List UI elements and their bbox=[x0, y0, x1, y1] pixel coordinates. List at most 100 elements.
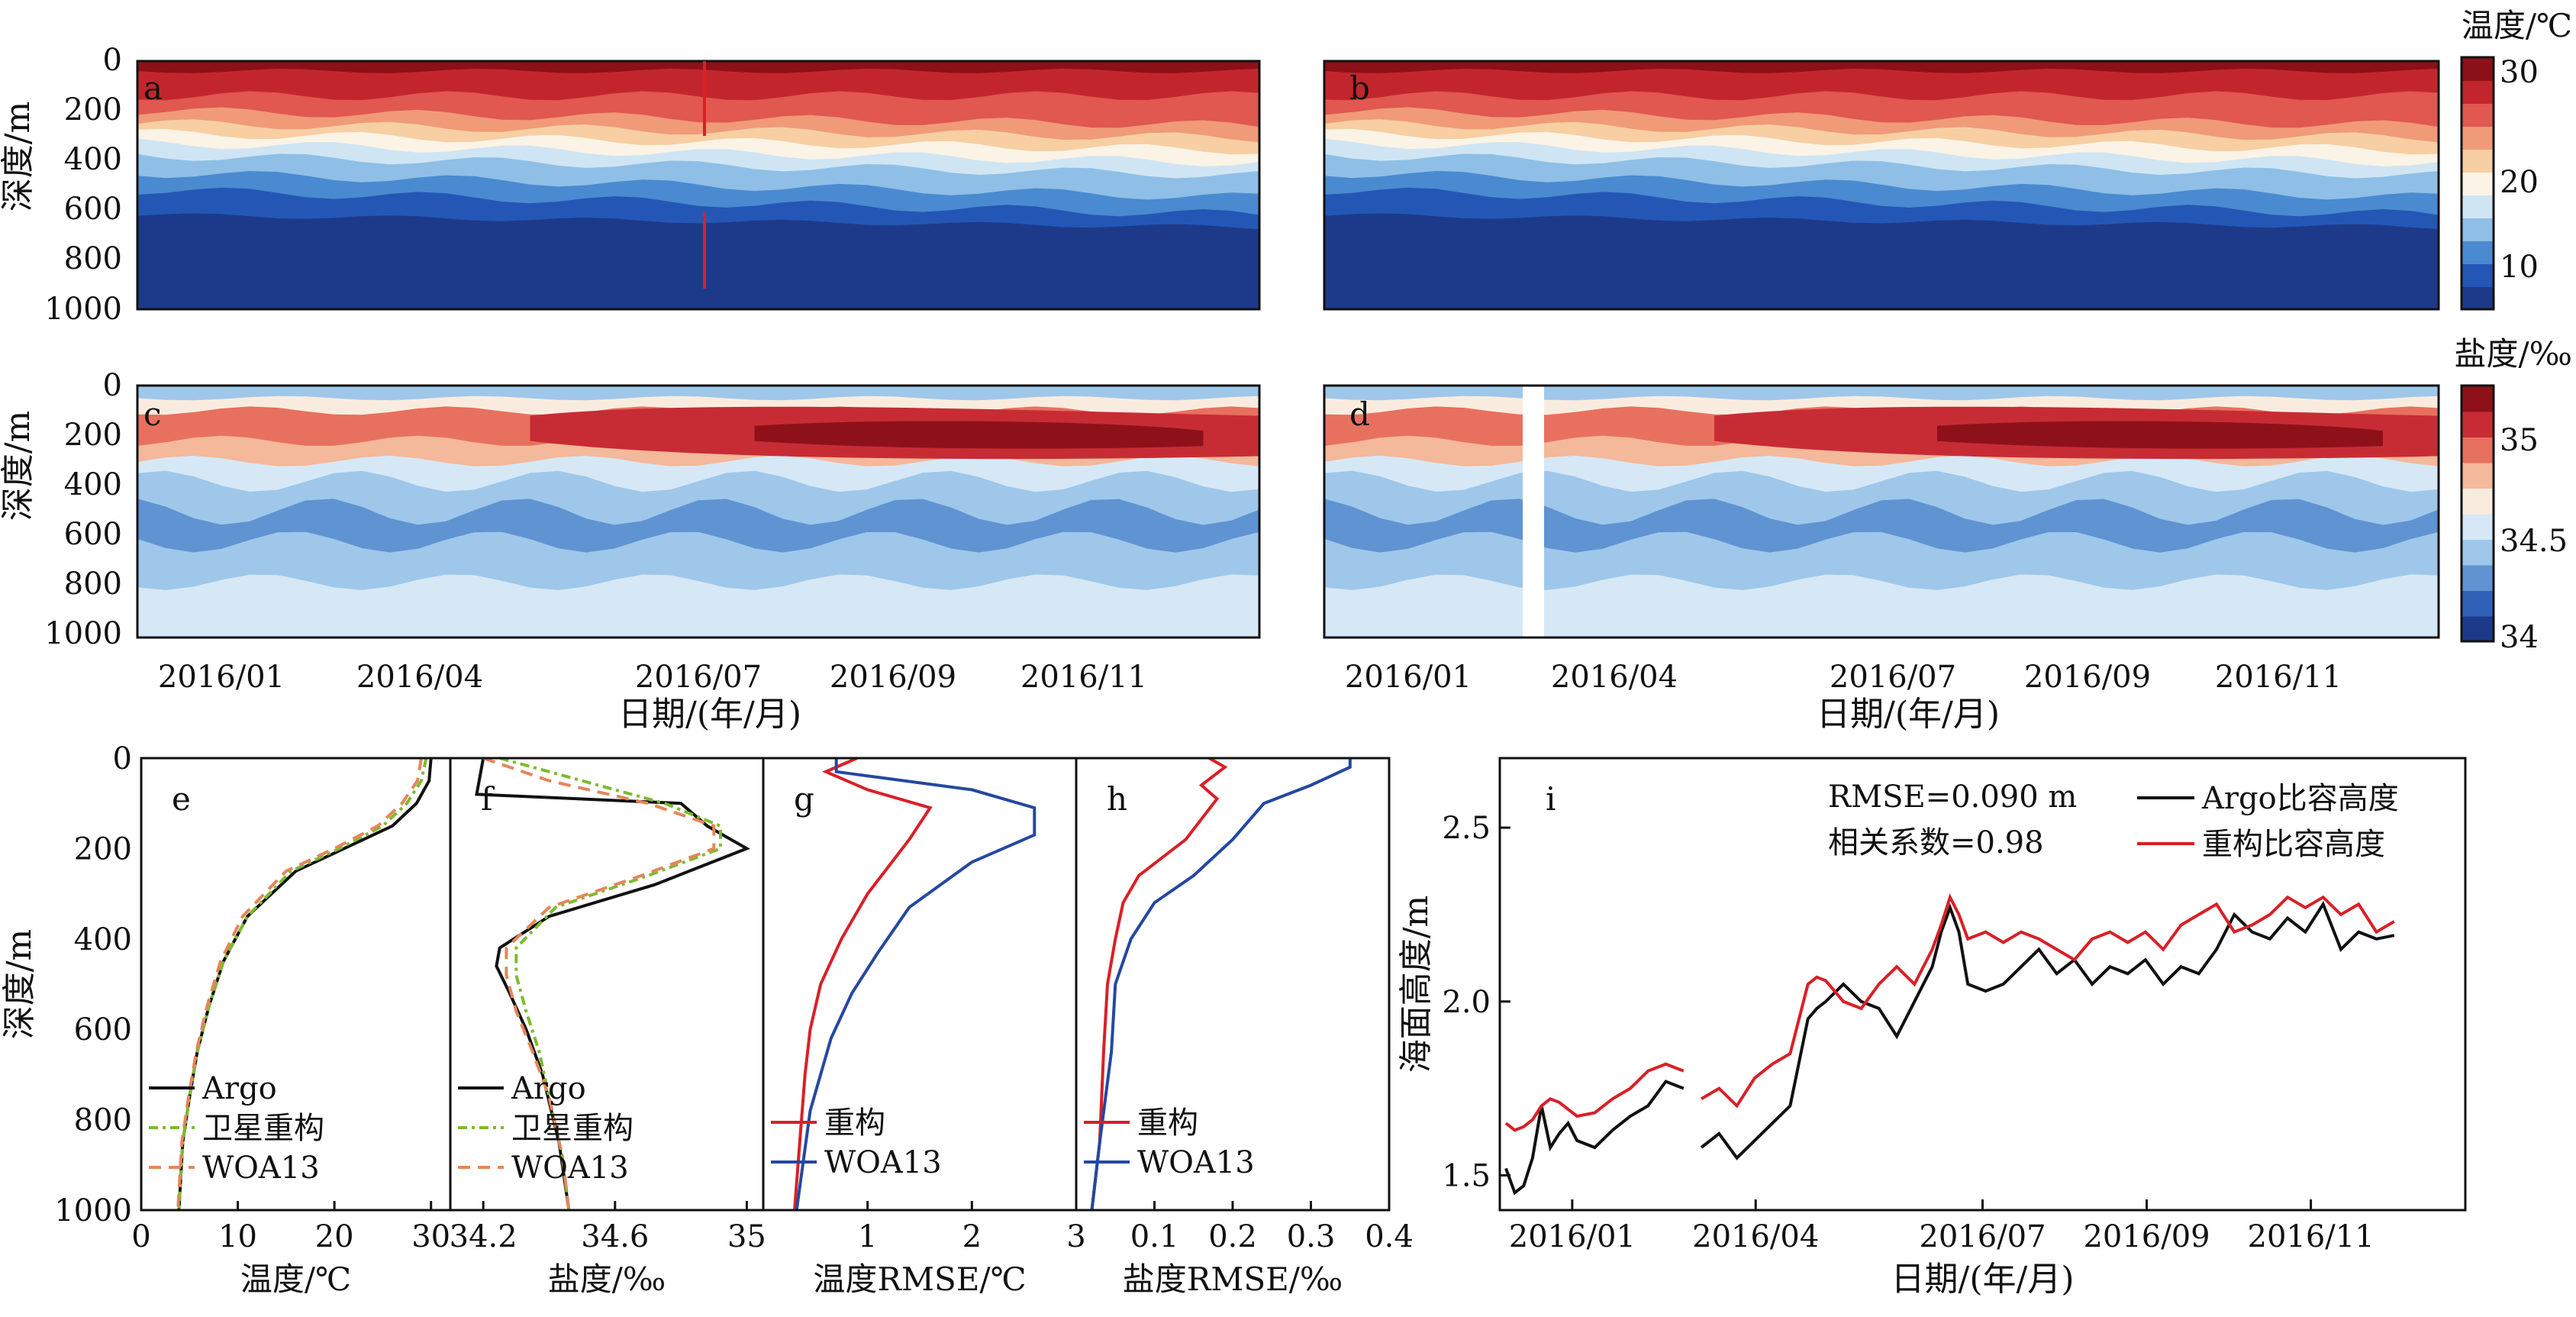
panel-h-legend-label-0: 重构 bbox=[1137, 1106, 1198, 1141]
panel-i-ylabel: 海面高度/m bbox=[1397, 896, 1436, 1073]
cbar-temp-seg-0 bbox=[2462, 286, 2494, 310]
panel-e-legend-label-2: WOA13 bbox=[202, 1151, 320, 1186]
xtick-d-1: 2016/04 bbox=[1551, 660, 1678, 695]
ytick-a-400: 400 bbox=[64, 142, 122, 177]
panel-i-plot-bg bbox=[1500, 758, 2465, 1210]
ytick-a-800: 800 bbox=[64, 241, 122, 276]
xtick-c-4: 2016/11 bbox=[1020, 660, 1147, 695]
panel-h-xtick-1: 0.2 bbox=[1208, 1219, 1257, 1254]
xtick-d-3: 2016/09 bbox=[2024, 660, 2151, 695]
panel-h-plot-bg bbox=[1076, 758, 1389, 1210]
panel-f-legend-label-0: Argo bbox=[511, 1071, 586, 1106]
cbar-salt-seg-0 bbox=[2462, 615, 2494, 642]
panel-e-xlabel: 温度/℃ bbox=[240, 1261, 351, 1298]
panel-i-annotation-1: 相关系数=0.98 bbox=[1828, 825, 2044, 860]
salt-cbar-tick-34.5: 34.5 bbox=[2500, 524, 2568, 559]
xtick-d-0: 2016/01 bbox=[1345, 660, 1472, 695]
cbar-temp-seg-1 bbox=[2462, 263, 2494, 287]
panel-i-xtick-4: 2016/11 bbox=[2248, 1219, 2374, 1254]
temperature-colorbar bbox=[2460, 56, 2495, 311]
panel-b-temperature-recon bbox=[1323, 60, 2440, 311]
xtick-d-4: 2016/11 bbox=[2215, 660, 2342, 695]
panel-e-xtick-3: 30 bbox=[411, 1219, 450, 1254]
panel-g-temperature-rmse: 1 2 3 温度RMSE/℃ g 重构 WOA13 bbox=[762, 757, 1086, 1298]
panel-i-series-1 bbox=[1504, 893, 2395, 1132]
panel-g-xtick-1: 2 bbox=[962, 1219, 982, 1254]
panel-g-legend-label-1: WOA13 bbox=[824, 1145, 942, 1180]
temp-cbar-tick-20: 20 bbox=[2500, 165, 2539, 200]
ylabel-top: 深度/m bbox=[0, 102, 37, 212]
panel-e-ytick-5: 1000 bbox=[54, 1193, 132, 1228]
xlabel-left: 日期/(年/月) bbox=[618, 695, 801, 734]
panel-d-band-7 bbox=[1324, 574, 2439, 638]
salinity-colorbar bbox=[2460, 384, 2495, 643]
panel-f-plot-bg bbox=[450, 758, 763, 1210]
panel-i-xtick-3: 2016/09 bbox=[2083, 1219, 2210, 1254]
panel-i-legend-label-0: Argo比容高度 bbox=[2201, 781, 2399, 816]
salt-cbar-tick-34: 34 bbox=[2500, 620, 2539, 655]
panel-e-ytick-1: 200 bbox=[74, 831, 132, 867]
panel-i-annotation-0: RMSE=0.090 m bbox=[1828, 780, 2077, 815]
panel-label-d: d bbox=[1349, 395, 1370, 433]
panel-label-a: a bbox=[143, 69, 163, 107]
panel-i-series-0 bbox=[1504, 900, 2395, 1196]
panel-h-xtick-0: 0.1 bbox=[1130, 1219, 1179, 1254]
panel-e-series-2 bbox=[176, 757, 423, 1211]
panel-i-xlabel: 日期/(年/月) bbox=[1891, 1260, 2075, 1299]
panel-a-temperature-argo bbox=[136, 60, 1261, 311]
panel-d-core-dark bbox=[1937, 421, 2383, 449]
ytick-c-1000: 1000 bbox=[44, 616, 122, 651]
salt-cbar-title: 盐度/‰ bbox=[2454, 335, 2572, 373]
temp-cbar-tick-10: 10 bbox=[2500, 250, 2539, 285]
cbar-salt-seg-9 bbox=[2462, 386, 2494, 412]
panel-f-legend-label-1: 卫星重构 bbox=[511, 1111, 634, 1146]
panel-h-xlabel: 盐度RMSE/‰ bbox=[1123, 1261, 1343, 1298]
panel-f-xlabel: 盐度/‰ bbox=[548, 1261, 666, 1298]
cbar-salt-seg-4 bbox=[2462, 513, 2494, 540]
panel-e-ytick-3: 600 bbox=[74, 1012, 132, 1047]
panel-g-panel-label: g bbox=[794, 780, 814, 818]
xtick-d-2: 2016/07 bbox=[1830, 660, 1956, 695]
panel-i-ytick-1: 2.0 bbox=[1442, 985, 1491, 1020]
panel-a-band-9 bbox=[137, 213, 1259, 309]
cbar-salt-seg-1 bbox=[2462, 590, 2494, 617]
panel-f-series-2 bbox=[482, 757, 716, 1211]
panel-f-legend-label-2: WOA13 bbox=[511, 1151, 629, 1186]
panel-h-series-0 bbox=[1090, 757, 1228, 1211]
panel-c-frame bbox=[136, 384, 1261, 639]
panel-e-legend-label-0: Argo bbox=[202, 1071, 277, 1106]
panel-f-xtick-0: 34.2 bbox=[450, 1219, 517, 1254]
panel-c-core-dark bbox=[754, 421, 1204, 449]
panel-e-series-1 bbox=[177, 757, 428, 1211]
cbar-temp-seg-4 bbox=[2462, 195, 2494, 218]
panel-i-ytick-0: 1.5 bbox=[1442, 1158, 1491, 1193]
panel-h-panel-label: h bbox=[1107, 780, 1127, 818]
temp-cbar-tick-30: 30 bbox=[2500, 55, 2539, 90]
panel-e-xtick-1: 10 bbox=[218, 1219, 257, 1254]
xtick-c-3: 2016/09 bbox=[830, 660, 956, 695]
xtick-c-2: 2016/07 bbox=[635, 660, 762, 695]
cbar-temp-seg-10 bbox=[2462, 57, 2494, 81]
cbar-temp-seg-5 bbox=[2462, 172, 2494, 195]
cbar-temp-seg-7 bbox=[2462, 126, 2494, 150]
panel-g-plot-bg bbox=[763, 758, 1076, 1210]
panel-e-temperature-profile: 0 10 20 30 温度/℃ 0 200 400 600 800 1000 深度/m e Argo 卫星重… bbox=[0, 741, 452, 1298]
panel-e-ytick-4: 800 bbox=[74, 1103, 132, 1138]
cbar-salt-seg-6 bbox=[2462, 462, 2494, 489]
panel-h-xtick-2: 0.3 bbox=[1287, 1219, 1336, 1254]
panel-i-xtick-1: 2016/04 bbox=[1692, 1219, 1819, 1254]
panel-e-ytick-2: 400 bbox=[74, 922, 132, 957]
ytick-a-0: 0 bbox=[103, 43, 122, 78]
panel-i-legend-label-1: 重构比容高度 bbox=[2202, 827, 2385, 862]
panel-c-band-7 bbox=[137, 574, 1259, 638]
ytick-c-200: 200 bbox=[64, 418, 122, 453]
cbar-temp-seg-6 bbox=[2462, 149, 2494, 173]
panel-b-frame bbox=[1323, 60, 2440, 311]
panel-g-series-0 bbox=[793, 757, 933, 1211]
ytick-a-200: 200 bbox=[64, 92, 122, 128]
panel-e-ytick-0: 0 bbox=[113, 741, 132, 776]
panel-h-xtick-3: 0.4 bbox=[1365, 1219, 1414, 1254]
panel-g-xtick-0: 1 bbox=[858, 1219, 877, 1254]
panel-f-xtick-1: 34.6 bbox=[581, 1219, 649, 1254]
